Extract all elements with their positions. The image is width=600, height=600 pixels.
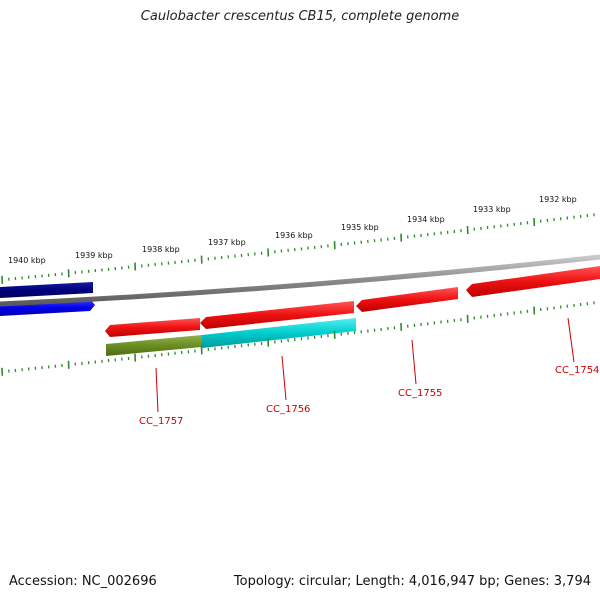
ruler-label: 1932 kbp <box>539 195 577 204</box>
gene-arrow-cc-1755[interactable] <box>356 287 458 312</box>
ruler-label: 1934 kbp <box>407 215 445 224</box>
gene-label-cc-1757: CC_1757 <box>139 416 183 427</box>
ruler-label: 1936 kbp <box>275 231 313 240</box>
upper-tick-ruler <box>1 213 595 284</box>
ruler-label: 1940 kbp <box>8 256 46 265</box>
gene-arrow-cc-1754[interactable] <box>466 266 600 297</box>
gene-label-cc-1755: CC_1755 <box>398 388 442 399</box>
gene-labels: CC_1757 CC_1756 CC_1755 CC_1754 <box>139 365 599 427</box>
ruler-label: 1937 kbp <box>208 238 246 247</box>
gene-label-cc-1754: CC_1754 <box>555 365 599 376</box>
gene-arrow-cc-1756[interactable] <box>200 301 354 329</box>
ruler-label: 1939 kbp <box>75 251 113 260</box>
genome-summary-text: Topology: circular; Length: 4,016,947 bp… <box>233 574 591 589</box>
ruler-label: 1935 kbp <box>341 223 379 232</box>
forward-gene-navy[interactable] <box>0 282 93 298</box>
ruler-label: 1933 kbp <box>473 205 511 214</box>
gene-label-leaders <box>155 317 575 413</box>
gene-arrow-cc-1757[interactable] <box>105 318 200 337</box>
genome-backbone <box>0 254 600 307</box>
ruler-label: 1938 kbp <box>142 245 180 254</box>
ruler-labels: 1940 kbp 1939 kbp 1938 kbp 1937 kbp 1936… <box>8 195 577 265</box>
accession-text: Accession: NC_002696 <box>9 574 157 589</box>
map-title: Caulobacter crescentus CB15, complete ge… <box>140 9 460 24</box>
lower-tick-ruler <box>1 301 595 376</box>
feature-olive[interactable] <box>106 335 202 356</box>
feature-cyan[interactable] <box>202 318 356 348</box>
gene-label-cc-1756: CC_1756 <box>266 404 310 415</box>
